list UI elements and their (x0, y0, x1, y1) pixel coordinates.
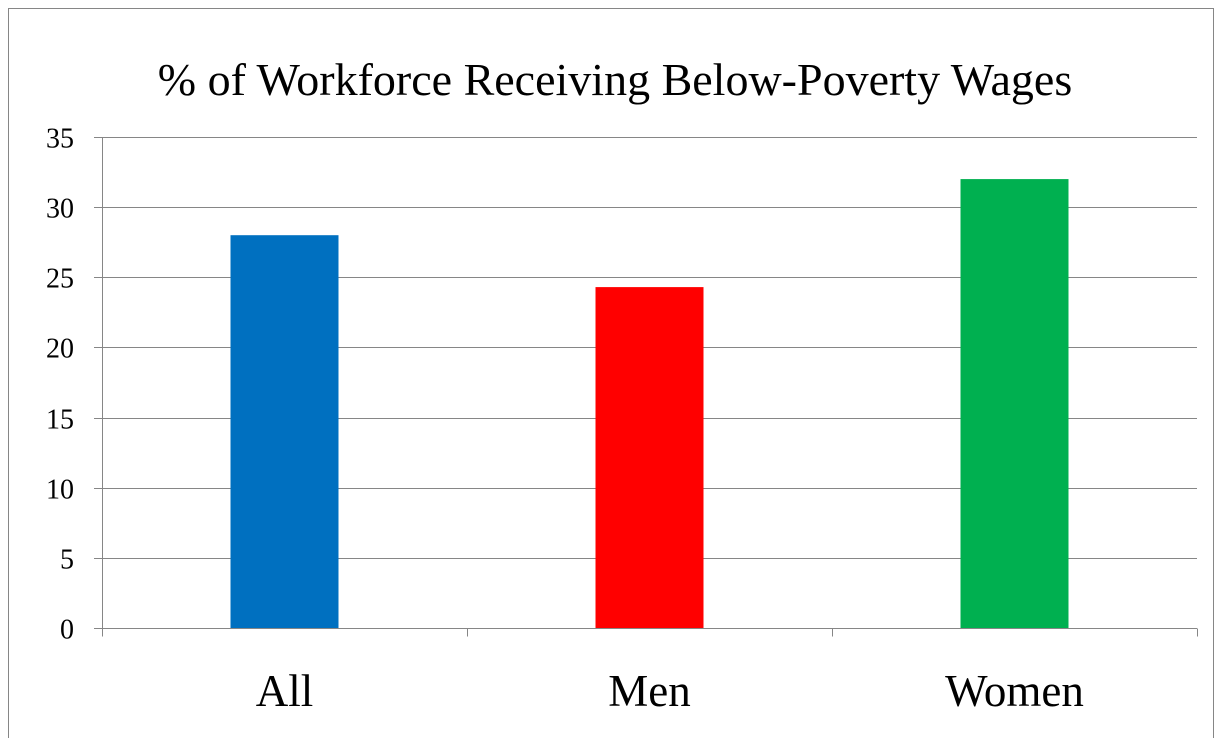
y-tick-label: 15 (46, 405, 74, 436)
y-tick-label: 30 (46, 194, 74, 225)
x-category-label: Women (945, 666, 1084, 716)
bar-women (960, 179, 1069, 629)
y-tick-label: 25 (46, 264, 74, 295)
chart-title: % of Workforce Receiving Below-Poverty W… (157, 54, 1073, 105)
labels: 0 5 10 15 20 25 30 35 All Men Women (46, 124, 1084, 717)
y-tick-label: 10 (46, 475, 74, 506)
bars (230, 179, 1069, 629)
axes (94, 137, 1198, 637)
y-tick-label: 35 (46, 124, 74, 155)
bar-men (595, 287, 704, 628)
y-tick-label: 5 (60, 545, 74, 576)
y-tick-label: 20 (46, 334, 74, 365)
x-category-label: All (256, 666, 314, 716)
x-category-label: Men (608, 666, 691, 716)
bar-all (230, 235, 339, 628)
y-tick-label: 0 (60, 615, 74, 646)
